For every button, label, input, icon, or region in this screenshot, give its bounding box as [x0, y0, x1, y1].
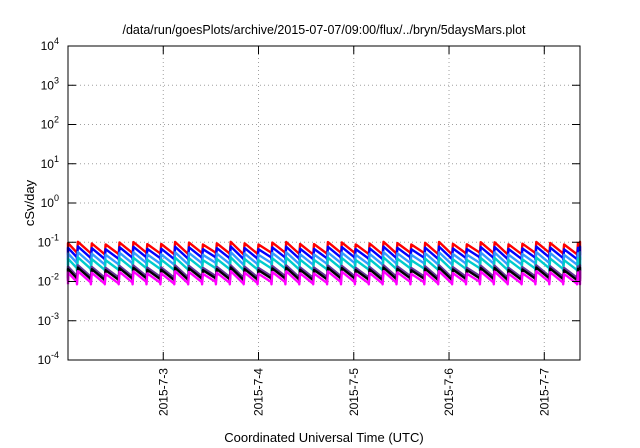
y-tick-label: 100	[41, 193, 59, 210]
x-tick-label: 2015-7-5	[347, 368, 361, 416]
y-axis-title: cSv/day	[22, 179, 37, 226]
x-axis-title: Coordinated Universal Time (UTC)	[224, 430, 423, 445]
y-tick-label: 10-3	[38, 311, 59, 328]
series-line-7	[66, 269, 582, 286]
y-tick-label: 10-1	[38, 232, 59, 249]
y-tick-label: 103	[41, 75, 59, 92]
series-line-4	[66, 256, 582, 272]
series-line-2	[66, 245, 582, 261]
y-tick-label: 10-2	[38, 272, 59, 289]
series-line-1	[66, 240, 582, 256]
series-group	[66, 240, 582, 286]
x-tick-label: 2015-7-7	[537, 368, 551, 416]
y-tick-label: 101	[41, 154, 59, 171]
chart-title: /data/run/goesPlots/archive/2015-07-07/0…	[122, 23, 526, 37]
grid	[68, 46, 580, 360]
y-tick-label: 10-4	[38, 350, 59, 367]
y-tick-label: 102	[41, 115, 59, 132]
y-tick-label: 104	[41, 36, 59, 53]
x-tick-label: 2015-7-6	[442, 368, 456, 416]
x-tick-label: 2015-7-3	[156, 368, 170, 416]
series-line-3	[66, 250, 582, 267]
y-axis: 10-4 10-3 10-2 10-1 100 101 102 103 104	[38, 36, 580, 367]
x-axis: 2015-7-3 2015-7-4 2015-7-5 2015-7-6 2015-7-7	[156, 46, 551, 416]
x-tick-label: 2015-7-4	[252, 368, 266, 416]
